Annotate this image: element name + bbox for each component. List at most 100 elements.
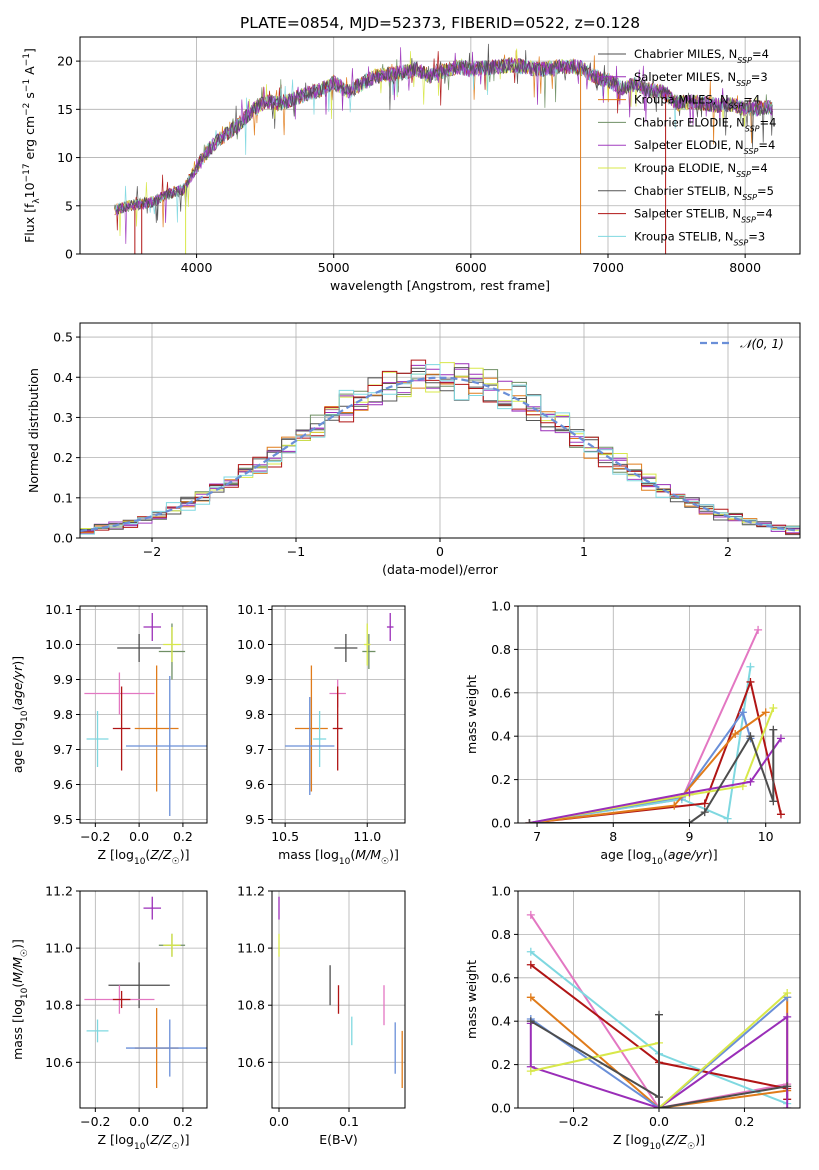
x-tick-label: 0.2 bbox=[173, 829, 193, 844]
label-part: Flux [f bbox=[22, 203, 37, 243]
y-tick-label: 11.0 bbox=[237, 941, 265, 956]
legend-label: Kroupa ELODIE, NSSP=4 bbox=[634, 161, 768, 179]
axes-residuals: −2 −1 0 1 2 0.0 0.1 0.2 0.3 0.4 0.5 (data-model)/er… bbox=[26, 322, 801, 577]
label-part: ( bbox=[661, 1132, 666, 1147]
y-tick-label: 0.2 bbox=[491, 1057, 511, 1072]
legend-label: Chabrier MILES, NSSP=4 bbox=[634, 47, 769, 65]
y-tick-label: 0.0 bbox=[53, 531, 73, 546]
weight-marker bbox=[526, 947, 535, 956]
axes-frame bbox=[79, 322, 801, 539]
label-part: Z/Z bbox=[665, 1132, 688, 1147]
label-part: 10 bbox=[20, 710, 30, 722]
x-tick-label: 0 bbox=[436, 544, 444, 559]
y-tick-label: 5 bbox=[65, 198, 73, 213]
label-part: Kroupa MILES, N bbox=[634, 93, 729, 107]
x-tick-label: 11.0 bbox=[353, 829, 381, 844]
weight-marker bbox=[526, 960, 535, 969]
label-part: ☉ bbox=[381, 857, 389, 867]
weight-marker bbox=[525, 819, 534, 823]
weight-marker bbox=[526, 1017, 535, 1026]
y-tick-label: 0.6 bbox=[491, 970, 511, 985]
label-part: s bbox=[22, 92, 37, 103]
y-tick-label: 0.4 bbox=[53, 370, 73, 385]
axes-massweight-vs-Z: −0.2 0.0 0.2 0.0 0.2 0.4 0.6 0.8 1.0 mass weight Z… bbox=[464, 884, 801, 1152]
y-tick-label: 10.8 bbox=[237, 998, 265, 1013]
weight-marker bbox=[731, 730, 740, 739]
weight-marker bbox=[655, 1104, 663, 1108]
weight-marker bbox=[776, 810, 785, 819]
weight-marker bbox=[769, 797, 778, 806]
x-axis-label: Z [log10(Z/Z☉)] bbox=[98, 1132, 190, 1152]
legend-label: Salpeter STELIB, NSSP=4 bbox=[634, 207, 773, 225]
weight-marker bbox=[526, 910, 535, 919]
plot-area bbox=[526, 910, 792, 1108]
plot-area bbox=[525, 625, 785, 823]
x-axis-label: wavelength [Angstrom, rest frame] bbox=[330, 278, 550, 293]
label-part: =4 bbox=[752, 47, 769, 61]
label-part: ( bbox=[350, 847, 355, 862]
legend: 𝒩(0, 1) bbox=[700, 337, 784, 351]
y-tick-label: 0.4 bbox=[491, 729, 511, 744]
legend-label: Salpeter ELODIE, NSSP=4 bbox=[634, 138, 775, 156]
y-tick-label: 10 bbox=[57, 150, 73, 165]
weight-marker bbox=[685, 819, 694, 823]
label-part: )] bbox=[708, 847, 718, 862]
label-part: λ bbox=[32, 198, 42, 204]
label-part: )] bbox=[10, 656, 25, 666]
y-tick-label: 9.5 bbox=[53, 812, 73, 827]
weight-line bbox=[529, 707, 775, 823]
x-tick-label: 9 bbox=[686, 829, 694, 844]
x-tick-label: −1 bbox=[287, 544, 305, 559]
x-tick-label: −0.2 bbox=[80, 829, 110, 844]
y-tick-label: 0.4 bbox=[491, 1014, 511, 1029]
weight-marker bbox=[700, 799, 709, 808]
label-part: Z [log bbox=[98, 1132, 134, 1147]
y-tick-label: 10.0 bbox=[237, 637, 265, 652]
label-part: 10 bbox=[134, 857, 146, 867]
axes-frame bbox=[517, 605, 801, 824]
label-part: −1 bbox=[22, 79, 32, 92]
x-axis-label: E(B-V) bbox=[319, 1132, 358, 1147]
weight-line bbox=[529, 711, 767, 823]
y-tick-label: 10.6 bbox=[237, 1055, 265, 1070]
weight-marker bbox=[670, 801, 679, 810]
y-axis-label: age [log10(age/yr)] bbox=[10, 656, 30, 773]
weight-marker bbox=[776, 734, 785, 743]
figure-title: PLATE=0854, MJD=52373, FIBERID=0522, z=0… bbox=[240, 14, 640, 32]
label-part: ☉ bbox=[172, 1142, 180, 1152]
weight-line bbox=[529, 729, 775, 823]
y-tick-label: 10.1 bbox=[45, 602, 73, 617]
y-tick-label: 9.6 bbox=[53, 777, 73, 792]
y-tick-label: 0.6 bbox=[491, 685, 511, 700]
x-tick-label: 0.0 bbox=[649, 1114, 669, 1129]
plot-area bbox=[278, 896, 403, 1089]
label-part: =3 bbox=[748, 229, 765, 243]
axes-age-vs-Z: −0.2 0.0 0.2 9.5 9.6 9.7 9.8 9.9 10.0 10.1 age [lo… bbox=[10, 602, 208, 867]
y-tick-label: 0.1 bbox=[53, 490, 73, 505]
weight-line bbox=[530, 1014, 788, 1108]
axes-frame bbox=[79, 36, 801, 255]
plot-area bbox=[285, 613, 394, 795]
x-tick-label: 0.2 bbox=[735, 1114, 755, 1129]
weight-marker bbox=[783, 1082, 792, 1091]
y-tick-label: 10.8 bbox=[45, 998, 73, 1013]
label-part: age/yr bbox=[10, 665, 25, 706]
axes-age-vs-mass: 10.5 11.0 9.5 9.6 9.7 9.8 9.9 10.0 10.1 mass [log… bbox=[237, 602, 406, 867]
axes-frame bbox=[271, 890, 406, 1109]
x-tick-label: 1 bbox=[580, 544, 588, 559]
x-axis-label: Z [log10(Z/Z☉)] bbox=[98, 847, 190, 867]
y-tick-label: 9.9 bbox=[245, 672, 265, 687]
label-part: )] bbox=[180, 1132, 190, 1147]
y-tick-label: 0.8 bbox=[491, 642, 511, 657]
label-part: 10 bbox=[339, 857, 351, 867]
plot-area bbox=[84, 896, 207, 1089]
label-part: age [log bbox=[600, 847, 651, 862]
y-tick-label: 15 bbox=[57, 102, 73, 117]
label-part: Salpeter ELODIE, N bbox=[634, 138, 744, 152]
label-part: SSP bbox=[744, 147, 759, 156]
label-part: −2 bbox=[22, 103, 32, 116]
label-part: SSP bbox=[737, 56, 752, 65]
legend-label: Kroupa MILES, NSSP=4 bbox=[634, 93, 760, 111]
